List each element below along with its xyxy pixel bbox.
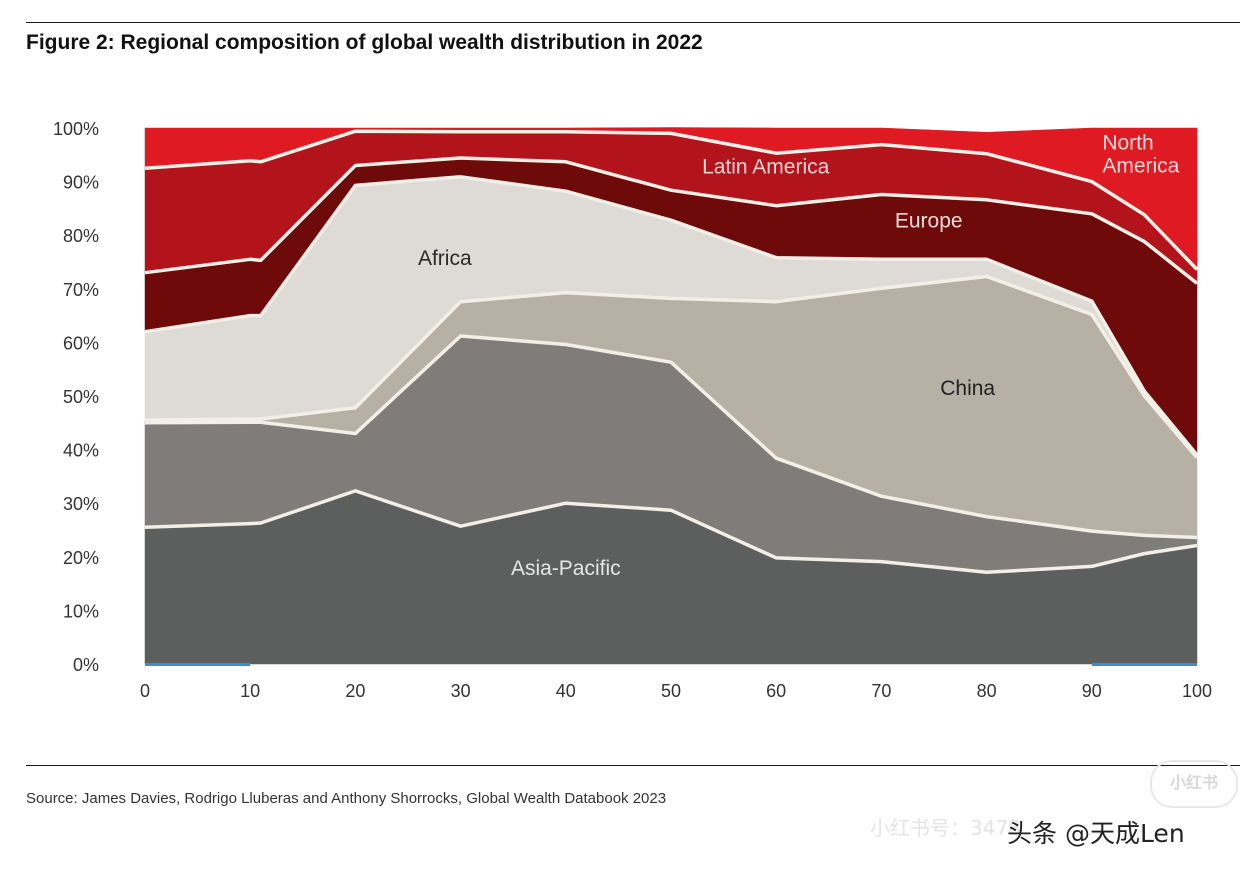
figure-title: Figure 2: Regional composition of global… [26, 31, 703, 54]
bottom-rule [26, 765, 1240, 766]
y-tick-label: 50% [63, 387, 99, 407]
series-label-china: China [940, 377, 995, 400]
boundary-line [144, 129, 1199, 271]
y-tick-label: 10% [63, 601, 99, 621]
y-tick-label: 100% [53, 119, 99, 139]
x-tick-label: 60 [766, 681, 786, 701]
y-axis: 0% 10% 20% 30% 40% 50% 60% 70% 80% 90% 100% [53, 119, 99, 675]
source-note: Source: James Davies, Rodrigo Lluberas a… [26, 790, 667, 807]
y-tick-label: 90% [63, 173, 99, 193]
x-tick-label: 80 [977, 681, 997, 701]
x-tick-label: 0 [140, 681, 150, 701]
boundary-line [144, 156, 1199, 285]
y-tick-label: 30% [63, 494, 99, 514]
y-tick-label: 80% [63, 226, 99, 246]
watermark: 头条 @天成Len [1007, 819, 1185, 848]
boundary-line [144, 175, 1199, 457]
x-tick-label: 20 [345, 681, 365, 701]
boundary-line [144, 274, 1199, 459]
watermark-stamp: 小红书 [1150, 760, 1238, 808]
series-labels: Asia-Pacific China Africa Europe Latin Ameri… [418, 131, 1180, 580]
y-tick-label: 20% [63, 548, 99, 568]
x-tick-label: 70 [871, 681, 891, 701]
x-tick-label: 50 [661, 681, 681, 701]
y-tick-label: 60% [63, 333, 99, 353]
x-tick-label: 90 [1082, 681, 1102, 701]
watermark-faint: 小红书号：3478 [870, 816, 1021, 840]
x-axis: 0 10 20 30 40 50 60 70 80 90 100 [140, 663, 1212, 701]
plot-area [144, 127, 1198, 665]
x-tick-label: 30 [451, 681, 471, 701]
axis-highlight [1091, 663, 1197, 666]
boundary-line [144, 334, 1198, 540]
y-tick-label: 70% [63, 280, 99, 300]
top-rule [26, 22, 1240, 23]
x-tick-label: 100 [1182, 681, 1212, 701]
boundary-line [144, 489, 1198, 575]
x-tick-label: 40 [556, 681, 576, 701]
y-tick-label: 40% [63, 441, 99, 461]
series-label-europe: Europe [895, 210, 963, 233]
y-tick-label: 0% [73, 655, 99, 675]
x-tick-label: 10 [240, 681, 260, 701]
series-label-north-america: North America [1102, 131, 1179, 177]
series-label-latin-america: Latin America [702, 156, 830, 179]
axis-highlight [145, 663, 251, 666]
series-boundaries [144, 129, 1199, 575]
series-label-africa: Africa [418, 247, 472, 270]
series-label-asia-pacific: Asia-Pacific [511, 557, 621, 580]
